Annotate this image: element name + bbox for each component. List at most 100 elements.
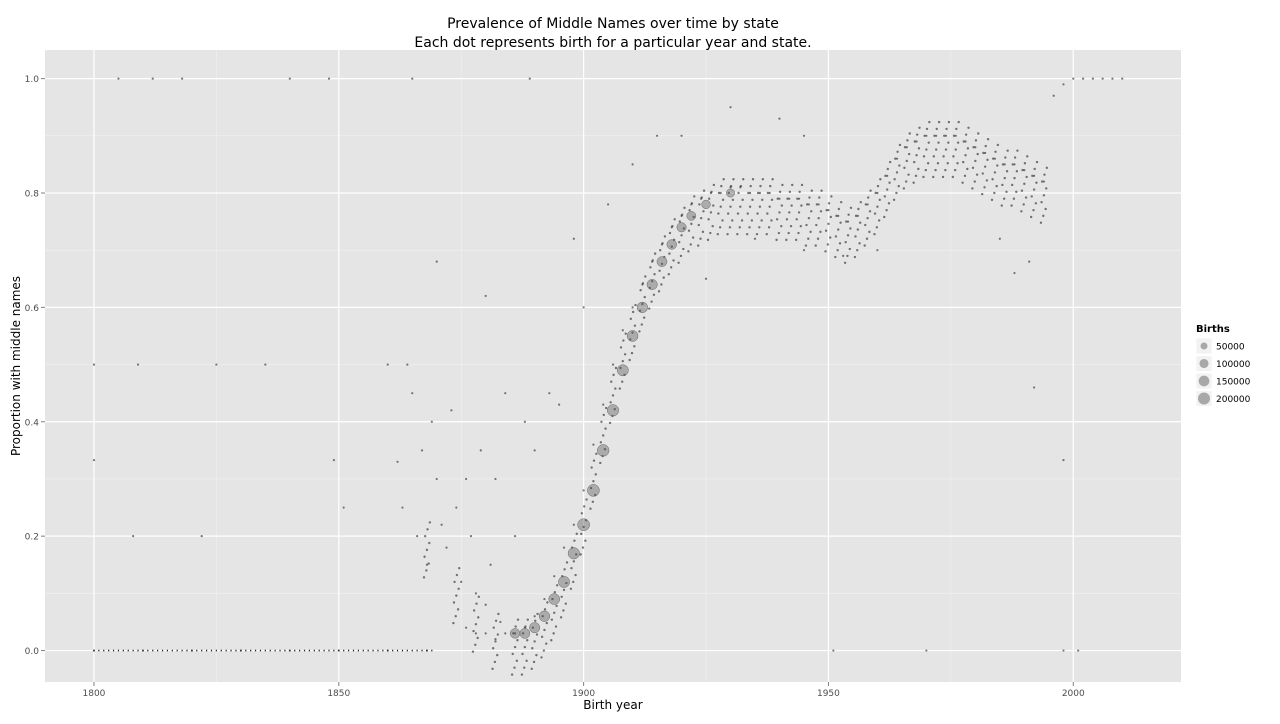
data-point [546,601,549,604]
data-point [1016,149,1019,152]
data-point [1081,77,1085,80]
data-point [668,252,671,255]
data-point [894,157,897,160]
data-point [857,207,860,211]
data-point [1001,183,1004,187]
data-point [333,649,335,652]
data-point [798,190,801,194]
data-point [888,160,892,164]
data-point [638,309,642,313]
y-axis-label: Proportion with middle names [9,276,23,456]
data-point [953,168,957,172]
data-point [807,203,810,206]
data-point [923,134,926,137]
data-point [941,175,945,179]
data-point [618,387,622,390]
data-point [786,197,789,200]
data-point [536,612,539,616]
data-point [230,649,232,652]
data-point [136,363,140,366]
data-point [1072,77,1075,80]
data-point [868,230,871,234]
data-point [753,237,757,240]
minor-gridlines [45,50,1181,682]
data-point [1015,190,1018,194]
data-point [652,293,656,296]
data-point [1005,190,1008,194]
data-point [846,254,849,258]
data-point [912,181,915,184]
data-point [974,146,977,149]
data-point [1022,203,1025,206]
data-point [832,649,835,652]
data-point [740,219,744,222]
data-point [643,295,646,299]
data-point [396,649,399,652]
data-point [425,563,429,566]
data-point [1052,94,1055,97]
data-point [947,141,950,144]
data-point [639,289,642,292]
data-point [631,163,634,166]
data-point [819,230,822,234]
data-point [731,198,735,202]
data-point [729,205,732,208]
data-point [952,155,955,158]
data-point [472,629,475,633]
data-point [1028,260,1031,263]
data-point [342,506,345,509]
data-point [580,512,584,515]
data-point [788,197,791,200]
large-data-point [587,484,600,497]
data-point [690,203,693,206]
data-point [1010,204,1013,207]
data-point [1003,176,1006,180]
data-point [564,602,567,605]
data-point [1013,163,1016,166]
data-point [621,329,624,332]
data-point [631,331,634,334]
data-point [575,532,578,536]
data-point [903,146,907,149]
data-point [856,214,859,217]
data-point [651,260,654,263]
data-point [585,498,588,501]
data-point [1077,649,1080,652]
large-data-point [726,188,735,198]
legend-label: 150000 [1216,378,1251,388]
data-point [796,197,799,200]
data-point [548,392,551,395]
data-point [147,649,149,652]
legend-title: Births [1196,324,1230,335]
data-point [455,573,459,577]
data-point [343,649,345,652]
data-point [707,197,711,200]
data-point [824,229,828,232]
large-data-point [636,301,648,313]
data-point [907,152,911,156]
data-point [788,190,792,194]
data-point [92,458,96,462]
data-point [966,167,969,171]
data-point [1062,649,1065,652]
data-point [824,250,827,253]
large-data-point [616,364,629,377]
data-point [863,244,866,247]
data-point [835,214,838,218]
data-point [847,213,850,216]
data-point [151,77,154,80]
data-point [504,392,507,395]
data-point [711,224,714,228]
x-axis-label: Birth year [583,698,642,712]
data-point [799,224,803,228]
data-point [712,204,715,207]
data-point [458,566,461,570]
data-point [732,178,735,181]
data-point [484,294,487,298]
data-point [853,255,857,259]
data-point [994,150,997,154]
data-point [962,160,965,164]
data-point [513,535,517,538]
data-point [778,197,781,200]
data-point [922,175,925,179]
